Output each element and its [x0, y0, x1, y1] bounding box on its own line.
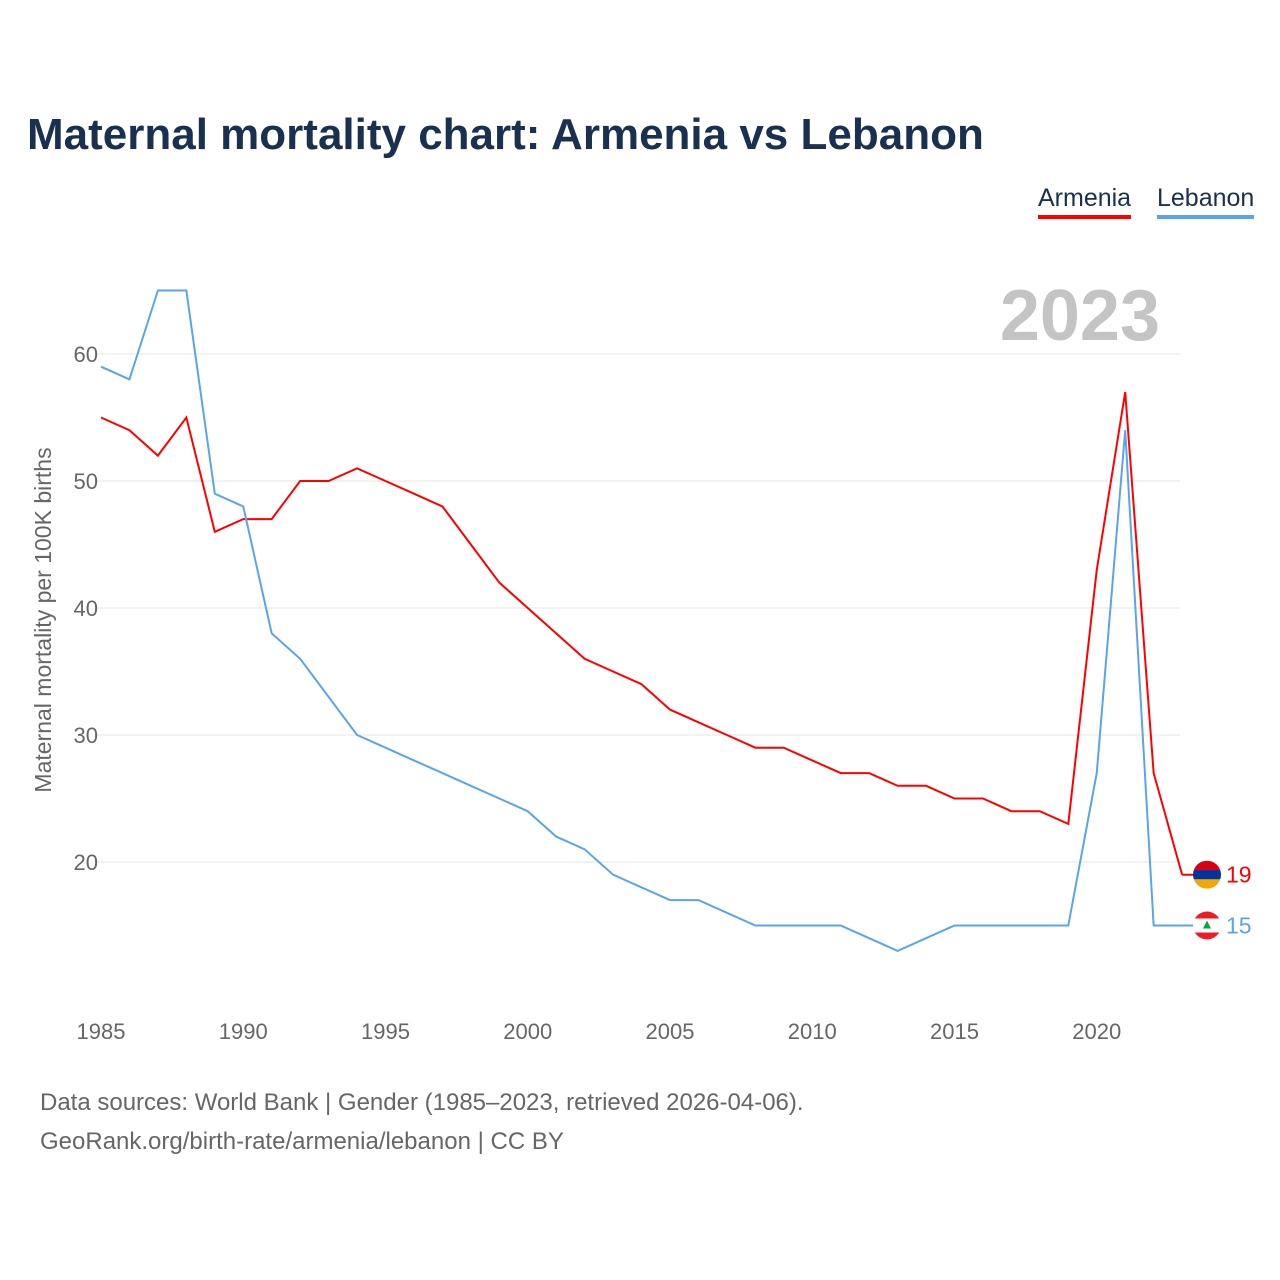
- source-note: Data sources: World Bank | Gender (1985–…: [40, 1089, 804, 1116]
- lebanon-flag-icon: [1193, 911, 1221, 940]
- y-tick-label: 20: [74, 850, 98, 875]
- year-watermark: 2023: [1000, 276, 1160, 356]
- end-value-label: 15: [1226, 913, 1252, 939]
- x-tick-label: 1985: [77, 1019, 126, 1044]
- x-tick-label: 2015: [930, 1019, 979, 1044]
- chart-title: Maternal mortality chart: Armenia vs Leb…: [27, 110, 984, 159]
- x-tick-label: 2005: [646, 1019, 695, 1044]
- end-value-label: 19: [1226, 862, 1252, 888]
- y-axis-label: Maternal mortality per 100K births: [30, 447, 56, 792]
- y-tick-label: 40: [74, 596, 98, 621]
- series-line-lebanon: [100, 289, 1183, 952]
- x-tick-label: 2000: [503, 1019, 552, 1044]
- legend-lebanon[interactable]: Lebanon: [1157, 184, 1255, 219]
- x-tick-label: 2010: [788, 1019, 837, 1044]
- legend-armenia[interactable]: Armenia: [1038, 184, 1132, 219]
- series-line-armenia: [100, 391, 1184, 875]
- x-tick-label: 2020: [1072, 1019, 1121, 1044]
- x-tick-label: 1995: [361, 1019, 410, 1044]
- y-tick-label: 50: [74, 469, 98, 494]
- y-tick-label: 30: [74, 723, 98, 748]
- x-tick-label: 1990: [219, 1019, 268, 1044]
- source-url[interactable]: GeoRank.org/birth-rate/armenia/lebanon |…: [40, 1128, 564, 1155]
- y-tick-label: 60: [74, 342, 98, 367]
- armenia-flag-icon: [1193, 860, 1221, 889]
